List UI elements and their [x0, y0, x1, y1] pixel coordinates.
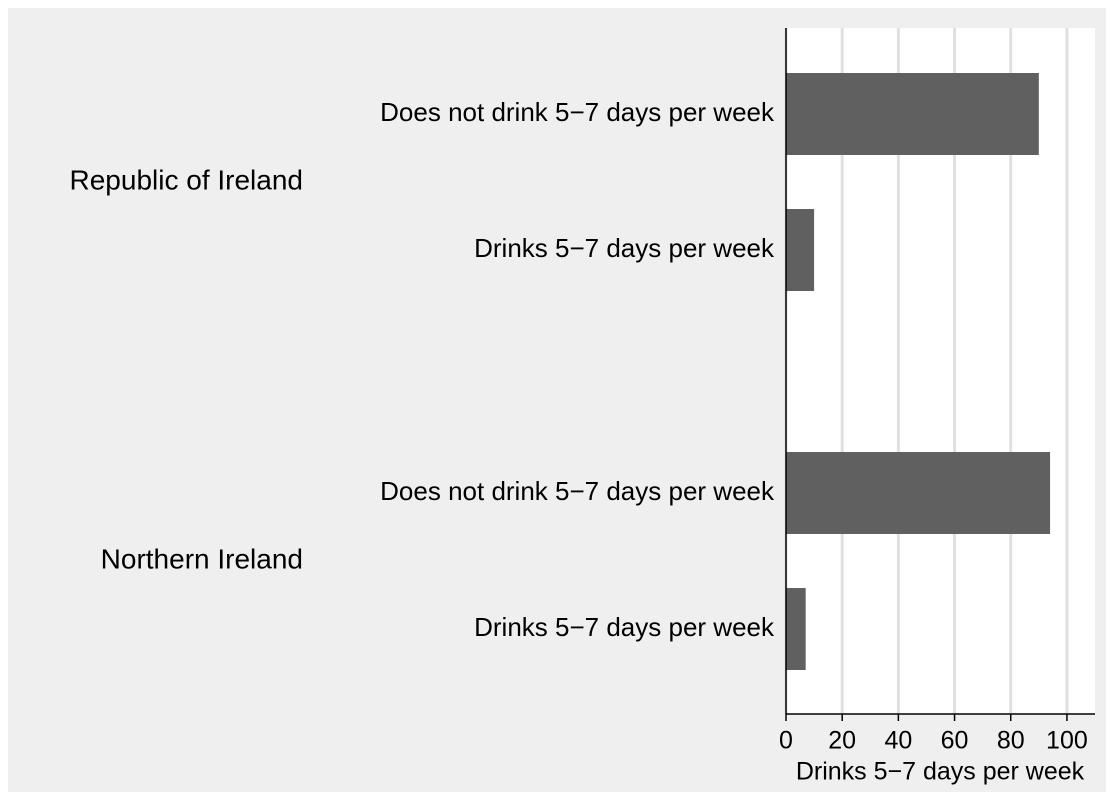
group-label: Northern Ireland — [101, 543, 303, 574]
x-axis-title: Drinks 5−7 days per week — [796, 758, 1085, 786]
x-tick-label: 20 — [828, 727, 856, 755]
x-tick-label: 80 — [997, 727, 1025, 755]
bar — [786, 588, 806, 670]
x-tick-label: 0 — [779, 727, 793, 755]
group-label: Republic of Ireland — [70, 164, 303, 195]
x-tick-label: 40 — [884, 727, 912, 755]
y-tick-label: Drinks 5−7 days per week — [474, 612, 775, 642]
x-tick-label: 100 — [1046, 727, 1088, 755]
x-tick-label: 60 — [941, 727, 969, 755]
bar — [786, 209, 815, 291]
y-tick-label: Drinks 5−7 days per week — [474, 233, 775, 263]
bar — [786, 73, 1039, 155]
y-tick-label: Does not drink 5−7 days per week — [380, 97, 775, 127]
y-tick-label: Does not drink 5−7 days per week — [380, 476, 775, 506]
bar — [786, 452, 1051, 534]
